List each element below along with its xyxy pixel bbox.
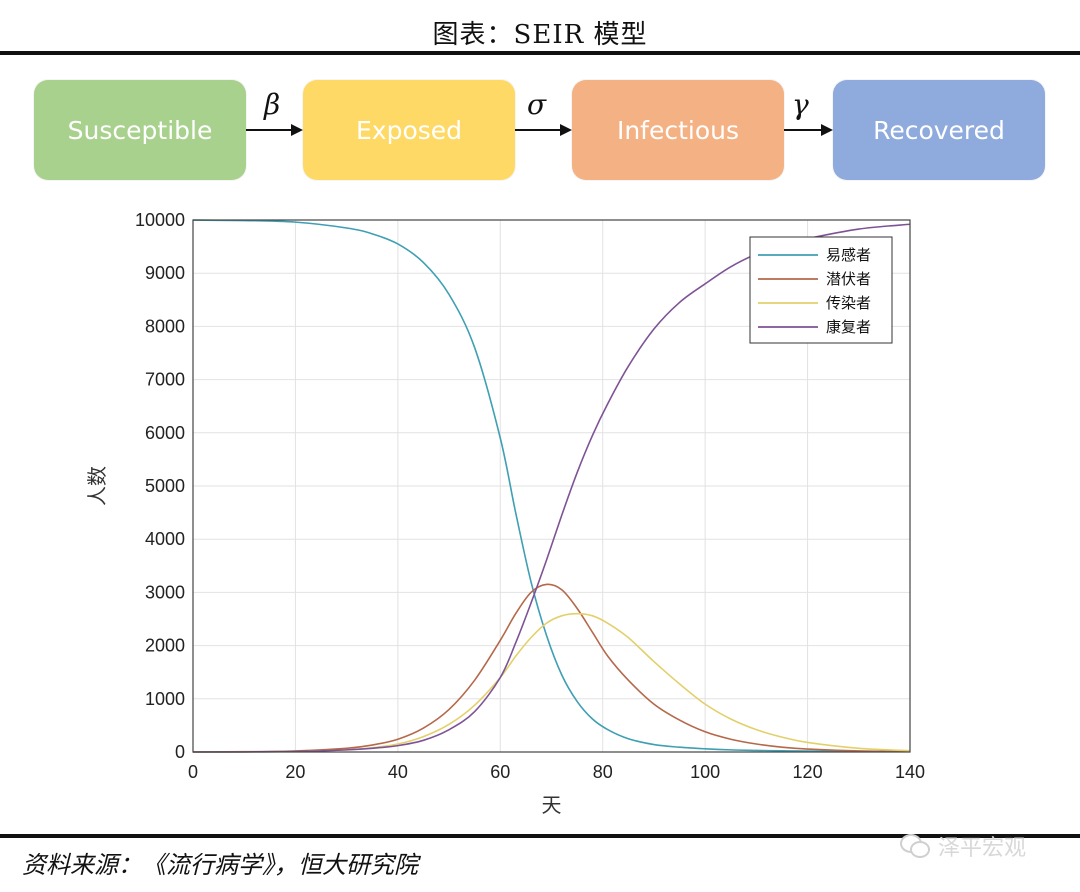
x-tick-label: 120 (793, 762, 823, 782)
series-line-recovered (192, 223, 911, 753)
legend-label-exposed: 潜伏者 (826, 270, 871, 288)
watermark: 泽平宏观 (900, 830, 1026, 862)
exposed-box: Exposed (303, 80, 515, 180)
x-tick-label: 0 (188, 762, 198, 782)
wechat-icon (900, 834, 930, 858)
y-tick-label: 9000 (145, 263, 185, 283)
arrow-head-2 (560, 124, 572, 136)
arrow-line-2 (515, 129, 561, 131)
y-tick-label: 1000 (145, 689, 185, 709)
series-lines (192, 219, 911, 753)
legend-label-recovered: 康复者 (826, 318, 871, 336)
plot-frame (192, 219, 911, 753)
watermark-text: 泽平宏观 (938, 836, 1027, 861)
source-note: 资料来源：《流行病学》，恒大研究院 (22, 851, 418, 879)
y-tick-label: 8000 (145, 316, 185, 336)
beta-label: β (264, 88, 281, 121)
arrow-line-1 (246, 129, 292, 131)
y-tick-label: 7000 (145, 370, 185, 390)
susceptible-box: Susceptible (34, 80, 246, 180)
x-tick-label: 60 (490, 762, 510, 782)
x-tick-label: 100 (690, 762, 720, 782)
top-rule (0, 51, 1080, 55)
figure-title: 图表：SEIR 模型 (432, 20, 648, 50)
y-tick-label: 3000 (145, 582, 185, 602)
arrow-head-1 (291, 124, 303, 136)
bottom-rule (0, 834, 1080, 838)
arrow-line-3 (784, 129, 822, 131)
y-tick-label: 0 (175, 742, 185, 762)
sigma-label: σ (527, 88, 547, 121)
infectious-box: Infectious (572, 80, 784, 180)
x-tick-label: 20 (285, 762, 305, 782)
series-line-susceptible (192, 219, 911, 753)
series-line-exposed (192, 583, 911, 753)
x-tick-label: 140 (895, 762, 925, 782)
y-tick-label: 2000 (145, 636, 185, 656)
y-tick-label: 5000 (145, 476, 185, 496)
arrow-head-3 (821, 124, 833, 136)
x-tick-label: 80 (593, 762, 613, 782)
gamma-label: γ (792, 88, 809, 121)
legend-label-infectious: 传染者 (826, 294, 871, 312)
y-tick-label: 4000 (145, 529, 185, 549)
tick-labels: 0 20 40 60 80 100 120 140 0 1000 2000 3000 4000 5000 6… (135, 210, 925, 782)
seir-line-chart: 0 20 40 60 80 100 120 140 0 1000 2000 3000 4000 5000 6… (85, 210, 925, 817)
legend-label-susceptible: 易感者 (826, 246, 871, 264)
x-axis-label: 天 (542, 793, 562, 817)
y-axis-label: 人数 (85, 466, 109, 506)
recovered-box: Recovered (833, 80, 1045, 180)
y-tick-label: 10000 (135, 210, 185, 230)
x-tick-label: 40 (388, 762, 408, 782)
y-tick-label: 6000 (145, 423, 185, 443)
